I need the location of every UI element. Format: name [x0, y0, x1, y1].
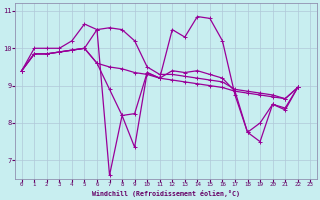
X-axis label: Windchill (Refroidissement éolien,°C): Windchill (Refroidissement éolien,°C): [92, 190, 240, 197]
